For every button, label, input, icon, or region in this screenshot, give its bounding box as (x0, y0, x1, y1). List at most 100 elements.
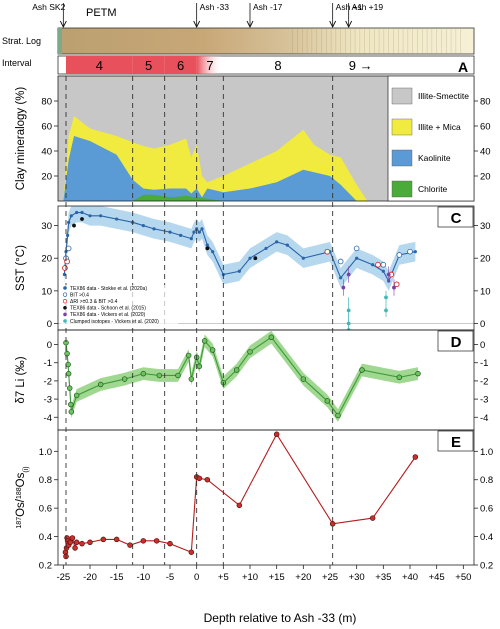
interval-label-6: 6 (177, 58, 184, 73)
x-tick-label: -20 (83, 572, 97, 583)
legend-marker (62, 292, 68, 297)
interval-block (196, 56, 224, 74)
y-tick-label: 0.2 (480, 561, 493, 572)
y-tick-label: -3 (44, 395, 52, 406)
y-tick-label: 20 (41, 172, 52, 183)
arrow-down-icon (59, 20, 67, 29)
y-tick-label: 20 (41, 254, 52, 265)
y-tick-label: 10 (480, 286, 491, 297)
legend-label: Clumped isotopes - Vickers et al. (2020) (70, 319, 159, 325)
legend-label: Illite-Smectite (418, 91, 469, 101)
vickers-point (341, 285, 346, 290)
y-tick-label: 60 (41, 122, 52, 133)
data-point (156, 372, 163, 379)
data-point (62, 272, 66, 277)
data-point (99, 214, 103, 218)
data-point (152, 227, 156, 231)
y-tick-label: -1 (44, 358, 52, 369)
legend-swatch (391, 149, 413, 167)
data-point (275, 240, 279, 244)
data-point (69, 214, 73, 218)
data-point (381, 269, 385, 273)
y-axis-label-part: Os/ (15, 498, 27, 517)
legend-marker (63, 306, 67, 310)
panel-frame (57, 429, 475, 566)
data-point (300, 376, 307, 382)
data-point (371, 263, 375, 267)
legend-label: TEX86 data - Stokke et al. (2020a) (70, 286, 147, 292)
data-point (285, 243, 289, 247)
ash-marker-label: Ash +19 (352, 2, 384, 12)
data-point (396, 374, 403, 381)
y-tick-label: -1 (480, 358, 488, 369)
x-tick-label: +20 (295, 572, 311, 583)
interval-label-7: 7 (206, 58, 213, 73)
y-tick-label: 0 (480, 340, 485, 351)
panel-d: 0 0 -1 -1 -2 -2 -3 -3 -4 -4 δ7 Li (‰) D (15, 329, 488, 431)
interval-block (132, 56, 165, 74)
interval-block (66, 56, 133, 74)
legend-marker (63, 286, 67, 290)
data-point (205, 243, 209, 247)
data-point (121, 376, 128, 382)
ash-marker-label: Ash -33 (200, 2, 230, 12)
data-point (175, 372, 181, 379)
interval-blocks: 4 5 6 7 8 9 → (66, 56, 373, 74)
y-tick-label: -4 (480, 413, 488, 424)
data-point (65, 370, 72, 377)
legend-label: ΔRI >±0.3 & BIT >0.4 (70, 299, 118, 305)
y-tick-label: 0.2 (39, 561, 52, 572)
petm-label: PETM (86, 7, 117, 19)
data-point (185, 352, 192, 359)
panel-letter-box (437, 206, 474, 228)
data-point (64, 350, 70, 357)
y-tick-label: 0.4 (39, 532, 52, 543)
y-tick-label: 40 (480, 147, 491, 158)
legend-swatch (391, 118, 413, 136)
y-tick-label: 0 (47, 340, 52, 351)
legend-swatch (391, 180, 413, 198)
x-tick-label: +5 (218, 572, 229, 583)
y-tick-label: 0.6 (480, 504, 493, 515)
data-point (79, 540, 85, 547)
data-point (204, 476, 211, 483)
vickers-point (392, 285, 396, 290)
clumped-point (384, 295, 388, 300)
y-axis-label-part: Os (15, 472, 27, 487)
legend-label: TEX86 data - Schoon et al. (2015) (70, 306, 146, 312)
area-chlorite (63, 194, 368, 201)
schoon-point (205, 246, 210, 251)
data-point (87, 539, 93, 546)
x-tick-label: +30 (349, 572, 365, 583)
x-tick-label: +10 (242, 572, 258, 583)
data-point (247, 349, 253, 355)
data-point (237, 269, 241, 273)
y-tick-label: -2 (44, 376, 52, 387)
data-point (115, 217, 119, 221)
data-point (209, 347, 216, 353)
strat-base-green (58, 28, 62, 54)
data-point (339, 276, 343, 280)
data-point (67, 539, 74, 546)
x-axis: -25 -20 -15 -10 -5 0 +5 +10 +15 +20 +25 +30 +35 +40 +4… (56, 565, 471, 583)
data-point (140, 370, 147, 377)
legend-clay: Illite-Smectite Illite + Mica Kaolinite Chl… (387, 75, 475, 202)
y-tick-label: 30 (480, 221, 491, 232)
data-point (369, 515, 376, 521)
legend-marker (62, 299, 68, 304)
legend-label: Kaolinite (418, 153, 451, 163)
data-point (196, 475, 203, 482)
data-point (192, 230, 196, 234)
dri-point (64, 258, 70, 265)
panel-letter: E (451, 434, 461, 451)
bit-point (65, 245, 72, 252)
x-tick-label: +50 (455, 572, 471, 583)
data-point (236, 502, 243, 509)
data-point (73, 392, 80, 399)
data-point (66, 233, 70, 237)
dri-point (324, 248, 331, 255)
interval-label-4: 4 (96, 58, 103, 73)
y-tick-label: 0.4 (480, 532, 493, 543)
y-tick-label: 60 (480, 122, 491, 133)
